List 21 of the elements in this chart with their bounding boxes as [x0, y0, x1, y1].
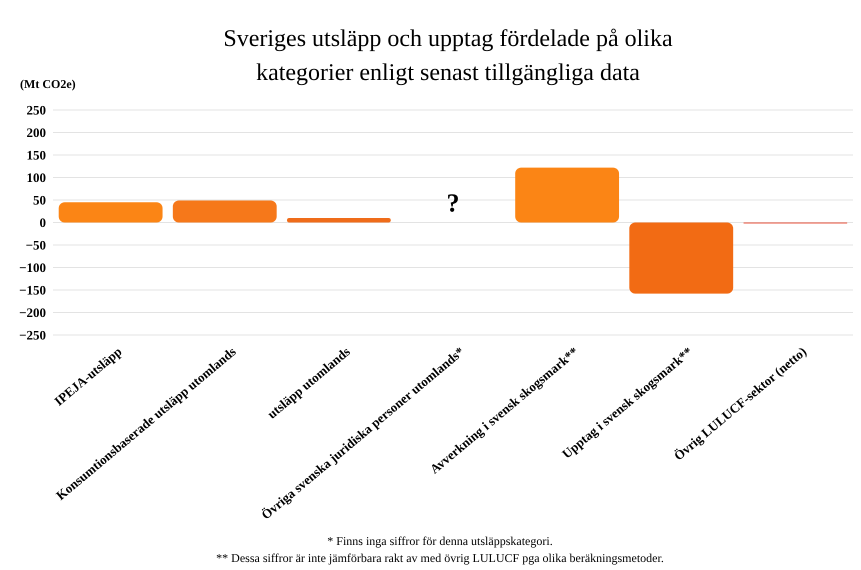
y-tick-label: −50	[26, 238, 46, 253]
y-tick-label: −150	[19, 282, 46, 298]
bar	[286, 218, 391, 222]
y-tick-label: −200	[19, 305, 46, 320]
y-tick-label: 0	[40, 215, 46, 230]
bar	[515, 168, 620, 222]
y-tick-label: −100	[19, 260, 46, 276]
y-tick-label: −250	[19, 328, 46, 343]
bar	[629, 222, 734, 294]
y-axis-title: (Mt CO2e)	[20, 77, 76, 91]
y-tick-label: 200	[26, 125, 46, 140]
y-tick-label: 150	[26, 148, 46, 163]
annotation: ?	[446, 188, 460, 218]
y-tick-label: 250	[26, 102, 46, 118]
chart-title: Sveriges utsläpp och upptag fördelade på olika kategorier enligt senast tillgängliga data	[223, 26, 673, 86]
text: * Finns inga siffror för denna utsläppskategori.	[327, 534, 553, 548]
text: ** Dessa siffror är inte jämförbara rakt av med övrig LULUCF pga olika beräkningsmetoder.	[216, 551, 664, 565]
bar	[172, 200, 277, 222]
y-tick-label: 50	[33, 192, 46, 208]
y-tick-label: 100	[26, 170, 46, 186]
bar	[58, 202, 163, 222]
